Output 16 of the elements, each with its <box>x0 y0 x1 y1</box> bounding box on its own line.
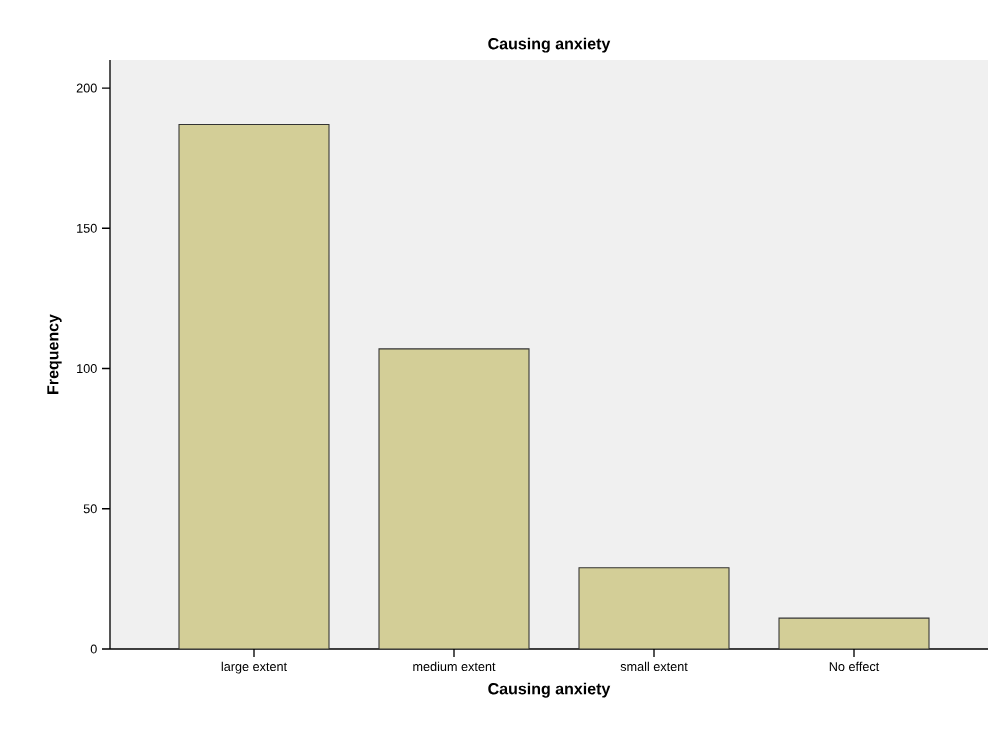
x-tick-label: small extent <box>620 661 688 672</box>
bar <box>778 617 930 649</box>
bar <box>378 348 530 649</box>
y-tick-label: 50 <box>83 504 97 514</box>
bar <box>178 123 330 649</box>
x-tick-label: large extent <box>221 661 287 674</box>
x-tick-label: medium extent <box>413 661 496 672</box>
bar <box>578 567 730 649</box>
x-axis-title: Causing anxiety <box>488 682 611 698</box>
y-tick-label: 100 <box>77 364 97 374</box>
y-tick-label: 0 <box>90 644 97 654</box>
y-axis-title: Frequency <box>47 314 62 394</box>
chart-title: Causing anxiety <box>488 37 611 53</box>
x-tick-label: No effect <box>829 661 880 671</box>
y-tick-label: 200 <box>76 83 97 93</box>
y-tick-label: 150 <box>77 223 97 233</box>
